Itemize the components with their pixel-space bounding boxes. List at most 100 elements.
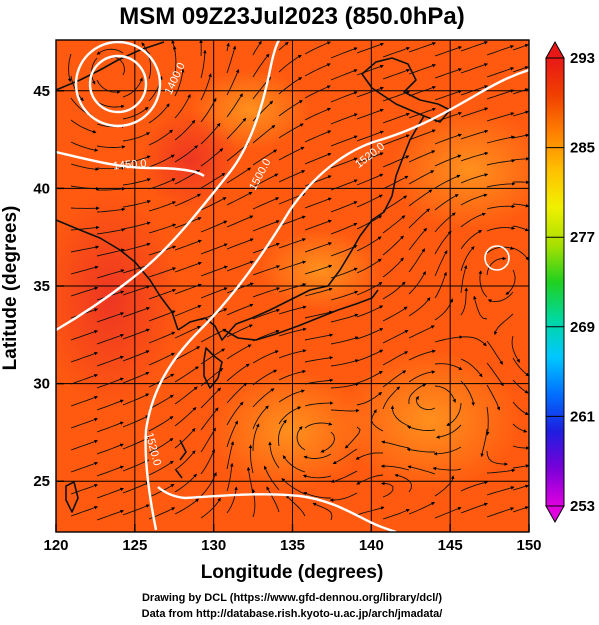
streamline (434, 111, 462, 123)
streamline (278, 215, 306, 227)
streamline (122, 77, 143, 98)
streamline (200, 220, 228, 233)
y-axis-label: Latitude (degrees) (0, 206, 21, 371)
streamline (226, 324, 253, 338)
streamline (226, 401, 244, 426)
streamline (304, 422, 333, 429)
streamline (512, 401, 529, 416)
streamline (512, 66, 529, 73)
streamline (122, 459, 150, 472)
streamline (382, 175, 409, 190)
streamline (252, 40, 262, 56)
x-tick-label: 135 (280, 537, 305, 554)
streamline (436, 424, 462, 439)
streamline (96, 207, 126, 213)
contour-1520 (157, 486, 397, 532)
streamline (356, 236, 382, 252)
streamline (434, 506, 462, 519)
y-axis-ticks: 25 30 35 40 45 (33, 83, 64, 490)
streamline (415, 396, 436, 411)
streamline (460, 230, 483, 250)
streamline (512, 379, 529, 394)
streamline (70, 141, 99, 152)
streamline (172, 45, 177, 75)
streamline (486, 340, 503, 365)
streamline (382, 370, 407, 388)
streamline (278, 170, 306, 183)
streamline (330, 47, 358, 59)
streamline (96, 421, 124, 433)
streamline (252, 308, 280, 320)
streamline (356, 108, 384, 120)
streamline (148, 352, 175, 366)
streamline (174, 346, 201, 361)
streamline (200, 427, 216, 453)
streamline (408, 501, 436, 515)
streamline (122, 415, 150, 428)
low-pressure-center-contour (74, 40, 162, 128)
streamline (460, 173, 489, 184)
streamline (460, 85, 489, 96)
contour-label: 1450.0 (112, 158, 147, 173)
streamline (407, 465, 436, 475)
streamline (408, 85, 436, 97)
streamline (70, 225, 100, 231)
x-tick-label: 145 (438, 537, 463, 554)
streamline (252, 197, 280, 210)
streamline (226, 344, 252, 360)
streamline (460, 502, 488, 514)
streamline (96, 79, 121, 94)
streamline (330, 336, 359, 345)
streamline (148, 288, 176, 300)
streamline (252, 369, 278, 386)
streamline (278, 41, 289, 51)
streamline (434, 475, 455, 497)
streamline (200, 49, 207, 79)
streamline (460, 287, 469, 316)
streamline (70, 483, 98, 495)
streamline (330, 222, 358, 235)
streamline (320, 431, 336, 453)
streamline (382, 386, 401, 410)
colorbar-top-extension (545, 40, 565, 59)
streamline (408, 208, 430, 229)
streamline (486, 204, 516, 210)
streamline (70, 119, 97, 134)
streamline (278, 123, 304, 139)
streamline (486, 362, 504, 387)
streamline (434, 250, 448, 277)
streamline (96, 269, 125, 279)
streamline (278, 327, 307, 337)
streamline (356, 370, 383, 384)
streamline (226, 45, 237, 74)
streamline (96, 465, 124, 477)
streamline (96, 312, 125, 323)
streamline (486, 182, 516, 188)
streamline (252, 53, 270, 78)
streamline (226, 238, 254, 250)
streamline (266, 486, 280, 513)
streamline (285, 495, 306, 517)
y-tick-label: 45 (33, 83, 50, 100)
streamline (381, 481, 394, 498)
streamline (148, 178, 176, 190)
streamline (122, 132, 151, 142)
streamline (226, 462, 234, 492)
x-tick-label: 120 (43, 537, 68, 554)
streamline (278, 146, 305, 161)
streamline (434, 385, 456, 403)
streamline (252, 265, 281, 276)
low-pressure-inner-contour (88, 54, 148, 114)
streamline (70, 417, 98, 429)
streamline (473, 295, 488, 320)
streamline (460, 246, 475, 272)
streamline (304, 219, 332, 231)
streamline (460, 265, 468, 294)
streamline (148, 460, 174, 476)
streamline (122, 221, 151, 230)
x-tick-label: 130 (201, 537, 226, 554)
streamline (460, 41, 488, 52)
contour-1400 (56, 150, 205, 178)
streamline (390, 405, 410, 427)
streamline (282, 455, 306, 473)
